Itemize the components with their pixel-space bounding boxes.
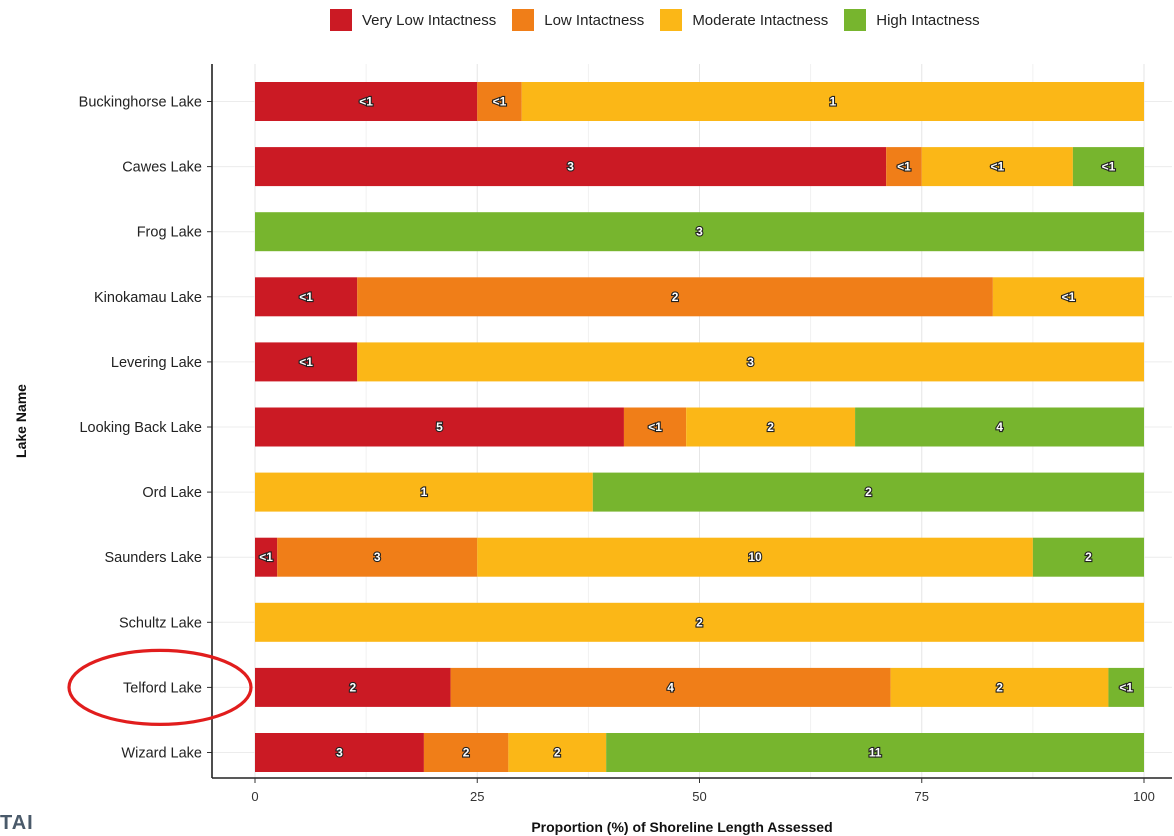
x-tick-label: 100 — [1133, 789, 1155, 804]
y-axis-title: Lake Name — [13, 384, 29, 458]
bar-cawes-lake-very-low-intactness — [255, 147, 887, 187]
category-label: Frog Lake — [137, 225, 202, 241]
data-label: <1 — [493, 95, 507, 109]
data-label: 1 — [421, 485, 428, 499]
x-tick-label: 0 — [251, 789, 258, 804]
category-label: Saunders Lake — [104, 550, 202, 566]
corner-text: TAI — [0, 812, 34, 834]
data-label: <1 — [897, 160, 911, 174]
legend-label: Low Intactness — [544, 11, 645, 29]
bar-saunders-lake-moderate-intactness — [477, 537, 1033, 577]
bar-cawes-lake-low-intactness — [886, 147, 922, 187]
bar-frog-lake-high-intactness — [255, 212, 1144, 252]
category-label: Buckinghorse Lake — [79, 95, 202, 111]
data-label: 2 — [767, 420, 774, 434]
data-label: <1 — [299, 290, 313, 304]
data-label: 2 — [996, 680, 1003, 694]
data-label: <1 — [1119, 680, 1133, 694]
data-label: 2 — [1085, 550, 1092, 564]
category-label: Ord Lake — [142, 485, 202, 501]
bar-ord-lake-high-intactness — [592, 472, 1144, 512]
data-label: 4 — [996, 420, 1003, 434]
bar-looking-back-lake-moderate-intactness — [686, 407, 856, 447]
bar-telford-lake-high-intactness — [1108, 667, 1144, 707]
bar-looking-back-lake-low-intactness — [623, 407, 687, 447]
x-tick-label: 25 — [470, 789, 484, 804]
legend-label: Very Low Intactness — [362, 11, 497, 29]
data-label: 11 — [869, 746, 882, 760]
legend-item-very-low-intactness: Very Low Intactness — [330, 9, 496, 31]
category-label: Telford Lake — [123, 680, 202, 696]
bar-buckinghorse-lake-moderate-intactness — [521, 82, 1144, 121]
bar-saunders-lake-very-low-intactness — [255, 537, 278, 577]
bar-cawes-lake-high-intactness — [1072, 147, 1144, 187]
data-label: 2 — [672, 290, 679, 304]
data-label: 4 — [667, 680, 674, 694]
bar-kinokamau-lake-moderate-intactness — [992, 277, 1144, 317]
data-label: 10 — [748, 550, 762, 564]
data-label: 2 — [554, 746, 561, 760]
data-label: 1 — [830, 95, 837, 109]
category-label: Cawes Lake — [122, 160, 202, 176]
data-label: 3 — [374, 550, 381, 564]
legend-item-high-intactness: High Intactness — [844, 9, 980, 31]
data-label: <1 — [1102, 160, 1116, 174]
bar-kinokamau-lake-low-intactness — [357, 277, 993, 317]
legend-swatch — [512, 9, 535, 31]
x-tick-label: 50 — [692, 789, 706, 804]
data-label: 2 — [463, 746, 470, 760]
bar-buckinghorse-lake-very-low-intactness — [255, 82, 478, 121]
bar-telford-lake-low-intactness — [450, 667, 891, 707]
bar-telford-lake-moderate-intactness — [890, 667, 1109, 707]
legend-item-moderate-intactness: Moderate Intactness — [660, 9, 828, 31]
legend-label: High Intactness — [876, 11, 980, 29]
bar-looking-back-lake-very-low-intactness — [255, 407, 624, 447]
bar-wizard-lake-low-intactness — [423, 733, 509, 772]
bar-wizard-lake-very-low-intactness — [255, 733, 424, 772]
category-label: Wizard Lake — [121, 746, 202, 762]
category-label: Levering Lake — [111, 355, 202, 371]
data-label: <1 — [259, 550, 273, 564]
data-label: <1 — [1062, 290, 1076, 304]
data-label: <1 — [359, 95, 373, 109]
x-axis-title: Proportion (%) of Shoreline Length Asses… — [531, 819, 832, 835]
data-label: 3 — [567, 160, 574, 174]
bar-wizard-lake-high-intactness — [606, 733, 1144, 772]
bar-saunders-lake-high-intactness — [1032, 537, 1144, 577]
highlight-ellipse — [67, 648, 253, 727]
data-label: 3 — [747, 355, 754, 369]
bar-buckinghorse-lake-low-intactness — [477, 82, 522, 121]
legend: Very Low Intactness Low Intactness Moderat… — [330, 8, 996, 32]
data-label: 5 — [436, 420, 443, 434]
legend-swatch — [844, 9, 867, 31]
bar-saunders-lake-low-intactness — [277, 537, 478, 577]
data-label: <1 — [648, 420, 662, 434]
bar-levering-lake-moderate-intactness — [357, 342, 1144, 382]
data-label: 2 — [865, 485, 872, 499]
bar-looking-back-lake-high-intactness — [855, 407, 1144, 447]
legend-item-low-intactness: Low Intactness — [512, 9, 644, 31]
data-label: 3 — [336, 746, 343, 760]
bar-telford-lake-very-low-intactness — [255, 667, 451, 707]
legend-swatch — [660, 9, 683, 31]
legend-swatch — [330, 9, 352, 31]
data-label: <1 — [299, 355, 313, 369]
bar-wizard-lake-moderate-intactness — [508, 733, 607, 772]
category-label: Looking Back Lake — [79, 420, 202, 436]
legend-label: Moderate Intactness — [692, 11, 829, 29]
x-tick-label: 75 — [915, 789, 929, 804]
bar-ord-lake-moderate-intactness — [255, 472, 593, 512]
category-label: Schultz Lake — [119, 615, 202, 631]
bar-cawes-lake-moderate-intactness — [921, 147, 1073, 187]
bar-kinokamau-lake-very-low-intactness — [255, 277, 358, 317]
category-label: Kinokamau Lake — [94, 290, 202, 306]
data-label: 2 — [349, 680, 356, 694]
bar-levering-lake-very-low-intactness — [255, 342, 358, 382]
data-label: 2 — [696, 615, 703, 629]
data-label: <1 — [990, 160, 1004, 174]
bar-schultz-lake-moderate-intactness — [255, 602, 1144, 642]
data-label: 3 — [696, 225, 703, 239]
